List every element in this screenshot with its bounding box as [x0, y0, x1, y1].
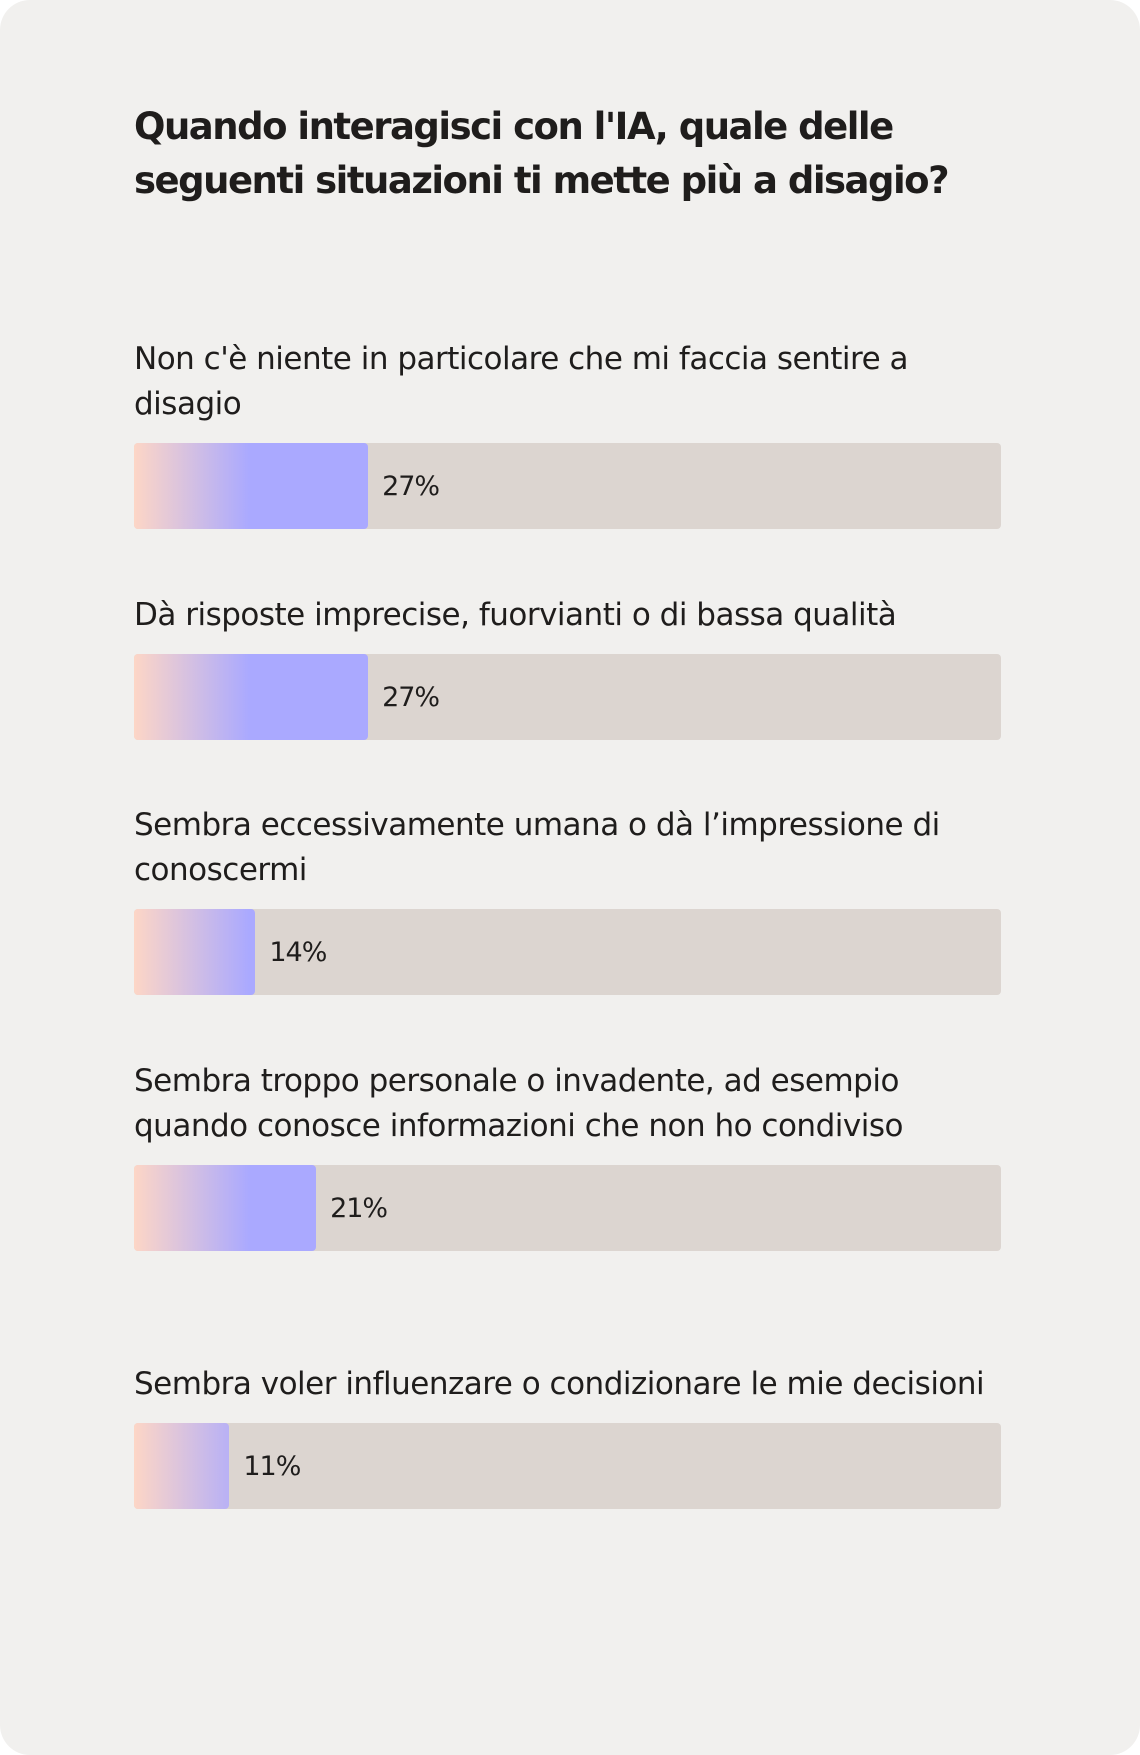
bar	[134, 654, 369, 740]
bar-row: Sembra eccessivamente umana o dà l’impre…	[134, 807, 1001, 995]
value-label: 11%	[243, 1450, 301, 1482]
bar	[134, 1165, 317, 1251]
value-label: 27%	[382, 470, 440, 502]
bar-row: Dà risposte imprecise, fuorvianti o di b…	[134, 597, 1001, 740]
category-label: Sembra troppo personale o invadente, ad …	[134, 1063, 903, 1144]
category-label: Non c'è niente in particolare che mi fac…	[134, 341, 909, 422]
bar-row: Non c'è niente in particolare che mi fac…	[134, 341, 1001, 529]
bar	[134, 909, 256, 995]
category-label: Sembra voler influenzare o condizionare …	[134, 1366, 985, 1402]
bar-track	[134, 1423, 1001, 1509]
chart-title: Quando interagisci con l'IA, quale delle…	[134, 105, 950, 202]
bar-row: Sembra troppo personale o invadente, ad …	[134, 1063, 1001, 1251]
bar-row: Sembra voler influenzare o condizionare …	[134, 1366, 1001, 1509]
value-label: 21%	[330, 1192, 388, 1224]
category-label: Sembra eccessivamente umana o dà l’impre…	[134, 807, 940, 888]
value-label: 14%	[269, 936, 327, 968]
value-label: 27%	[382, 681, 440, 713]
bar-track	[134, 909, 1001, 995]
bar	[134, 1423, 230, 1509]
bar	[134, 443, 369, 529]
category-label: Dà risposte imprecise, fuorvianti o di b…	[134, 597, 897, 633]
